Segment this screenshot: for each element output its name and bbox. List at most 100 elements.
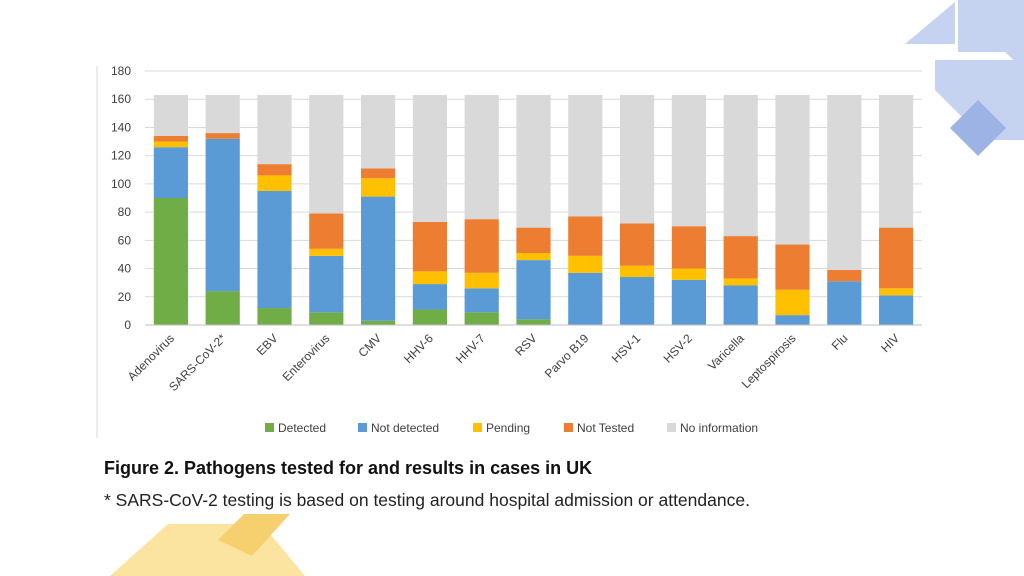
y-tick-label: 120 bbox=[111, 149, 131, 163]
figure-footnote: * SARS-CoV-2 testing is based on testing… bbox=[104, 490, 750, 510]
bar-segment-pending bbox=[723, 278, 758, 286]
bar-segment-detected bbox=[153, 198, 188, 325]
y-tick-label: 100 bbox=[111, 177, 131, 191]
bar-segment-detected bbox=[412, 309, 447, 325]
bar-segment-not-detected bbox=[620, 277, 655, 325]
x-tick-label: EBV bbox=[254, 331, 281, 358]
bar-segment-detected bbox=[205, 291, 240, 325]
y-tick-label: 40 bbox=[118, 262, 132, 276]
bar-segment-not-detected bbox=[464, 288, 499, 313]
bar-segment-not-detected bbox=[257, 190, 292, 309]
x-tick-label: HSV-1 bbox=[609, 331, 644, 366]
x-tick-label: RSV bbox=[512, 331, 539, 358]
bar-segment-not-tested bbox=[671, 226, 706, 269]
x-tick-label: HHV-6 bbox=[401, 331, 436, 366]
bar-segment-no-information bbox=[827, 94, 862, 270]
x-tick-label: Parvo B19 bbox=[542, 331, 592, 381]
decor-yellow-shape bbox=[110, 524, 305, 576]
bar-segment-no-information bbox=[412, 94, 447, 222]
x-tick-label: CMV bbox=[355, 331, 384, 360]
bar-segment-pending bbox=[257, 175, 292, 191]
figure-title: Figure 2. Pathogens tested for and resul… bbox=[104, 458, 593, 478]
bar-segment-no-information bbox=[723, 94, 758, 237]
bar-segment-pending bbox=[620, 265, 655, 278]
bar-segment-not-detected bbox=[568, 272, 603, 325]
bar-segment-not-tested bbox=[568, 216, 603, 256]
y-axis: 0 20 40 60 80 100 120 140 160 180 bbox=[96, 64, 132, 438]
bar-segment-not-tested bbox=[257, 164, 292, 176]
bar-segment-pending bbox=[309, 248, 344, 256]
bar-segment-no-information bbox=[671, 94, 706, 227]
bar-segment-no-information bbox=[257, 94, 292, 165]
bar-segment-pending bbox=[464, 272, 499, 289]
decor-blue-diamond bbox=[950, 100, 1006, 156]
legend-swatch bbox=[265, 423, 274, 432]
y-tick-label: 80 bbox=[118, 205, 132, 219]
y-tick-label: 160 bbox=[111, 92, 131, 106]
bar-segment-not-tested bbox=[205, 133, 240, 139]
bar-segment-not-tested bbox=[879, 227, 914, 289]
bar-segment-pending bbox=[153, 141, 188, 148]
bar-segment-no-information bbox=[568, 94, 603, 217]
bar-segment-no-information bbox=[516, 94, 551, 228]
legend: Detected Not detected Pending Not Tested No … bbox=[265, 421, 758, 435]
bar-segment-pending bbox=[671, 268, 706, 280]
bar-segment-no-information bbox=[775, 94, 810, 245]
bar-segment-not-tested bbox=[153, 135, 188, 142]
bar-segment-not-tested bbox=[723, 236, 758, 279]
x-tick-label: Leptospirosis bbox=[739, 331, 799, 391]
bar-segment-not-tested bbox=[309, 213, 344, 249]
bar-segment-no-information bbox=[153, 94, 188, 136]
bar-segment-detected bbox=[464, 312, 499, 325]
bar-segment-detected bbox=[309, 312, 344, 325]
bar-segment-detected bbox=[257, 308, 292, 325]
bar-segment-not-tested bbox=[620, 223, 655, 266]
bar-segment-detected bbox=[516, 319, 551, 325]
legend-swatch bbox=[564, 423, 573, 432]
bar-segment-pending bbox=[879, 288, 914, 296]
legend-swatch bbox=[473, 423, 482, 432]
legend-label: No information bbox=[680, 421, 758, 435]
bar-segment-not-detected bbox=[671, 279, 706, 325]
bar-segment-not-tested bbox=[361, 168, 396, 179]
bar-segment-not-detected bbox=[153, 147, 188, 198]
bar-segment-no-information bbox=[205, 94, 240, 134]
x-tick-label: HHV-7 bbox=[453, 331, 488, 366]
legend-swatch bbox=[667, 423, 676, 432]
legend-swatch bbox=[358, 423, 367, 432]
bar-segment-not-tested bbox=[827, 269, 862, 282]
bar-segment-pending bbox=[361, 178, 396, 197]
bar-segment-not-detected bbox=[827, 281, 862, 325]
bar-segment-not-detected bbox=[723, 285, 758, 325]
bar-segment-not-detected bbox=[775, 315, 810, 325]
bar-segment-not-detected bbox=[412, 284, 447, 310]
x-tick-label: Enterovirus bbox=[280, 331, 333, 384]
decor-blue-block bbox=[935, 60, 1024, 140]
x-tick-label: Varicella bbox=[705, 331, 747, 373]
bar-segment-not-detected bbox=[309, 255, 344, 313]
decor-yellow-diamond bbox=[218, 514, 290, 556]
x-tick-label: HIV bbox=[878, 331, 902, 355]
x-tick-label: Flu bbox=[829, 331, 851, 353]
bar-segment-no-information bbox=[879, 94, 914, 228]
y-tick-label: 180 bbox=[111, 64, 131, 78]
legend-label: Not detected bbox=[371, 421, 439, 435]
legend-label: Not Tested bbox=[577, 421, 634, 435]
bar-segment-pending bbox=[516, 253, 551, 261]
bar-segment-pending bbox=[775, 289, 810, 316]
bar-segment-pending bbox=[412, 271, 447, 285]
x-tick-label: Adenovirus bbox=[125, 331, 177, 383]
bar-segment-no-information bbox=[309, 94, 344, 214]
bar-segment-not-tested bbox=[412, 221, 447, 272]
bar-segment-no-information bbox=[464, 94, 499, 220]
bar-segment-no-information bbox=[620, 94, 655, 224]
bar-segment-not-detected bbox=[879, 295, 914, 325]
legend-label: Pending bbox=[486, 421, 530, 435]
y-tick-label: 140 bbox=[111, 120, 131, 134]
bar-segment-not-detected bbox=[361, 196, 396, 321]
decor-blue-chevron bbox=[958, 0, 1024, 70]
y-tick-label: 60 bbox=[118, 233, 132, 247]
